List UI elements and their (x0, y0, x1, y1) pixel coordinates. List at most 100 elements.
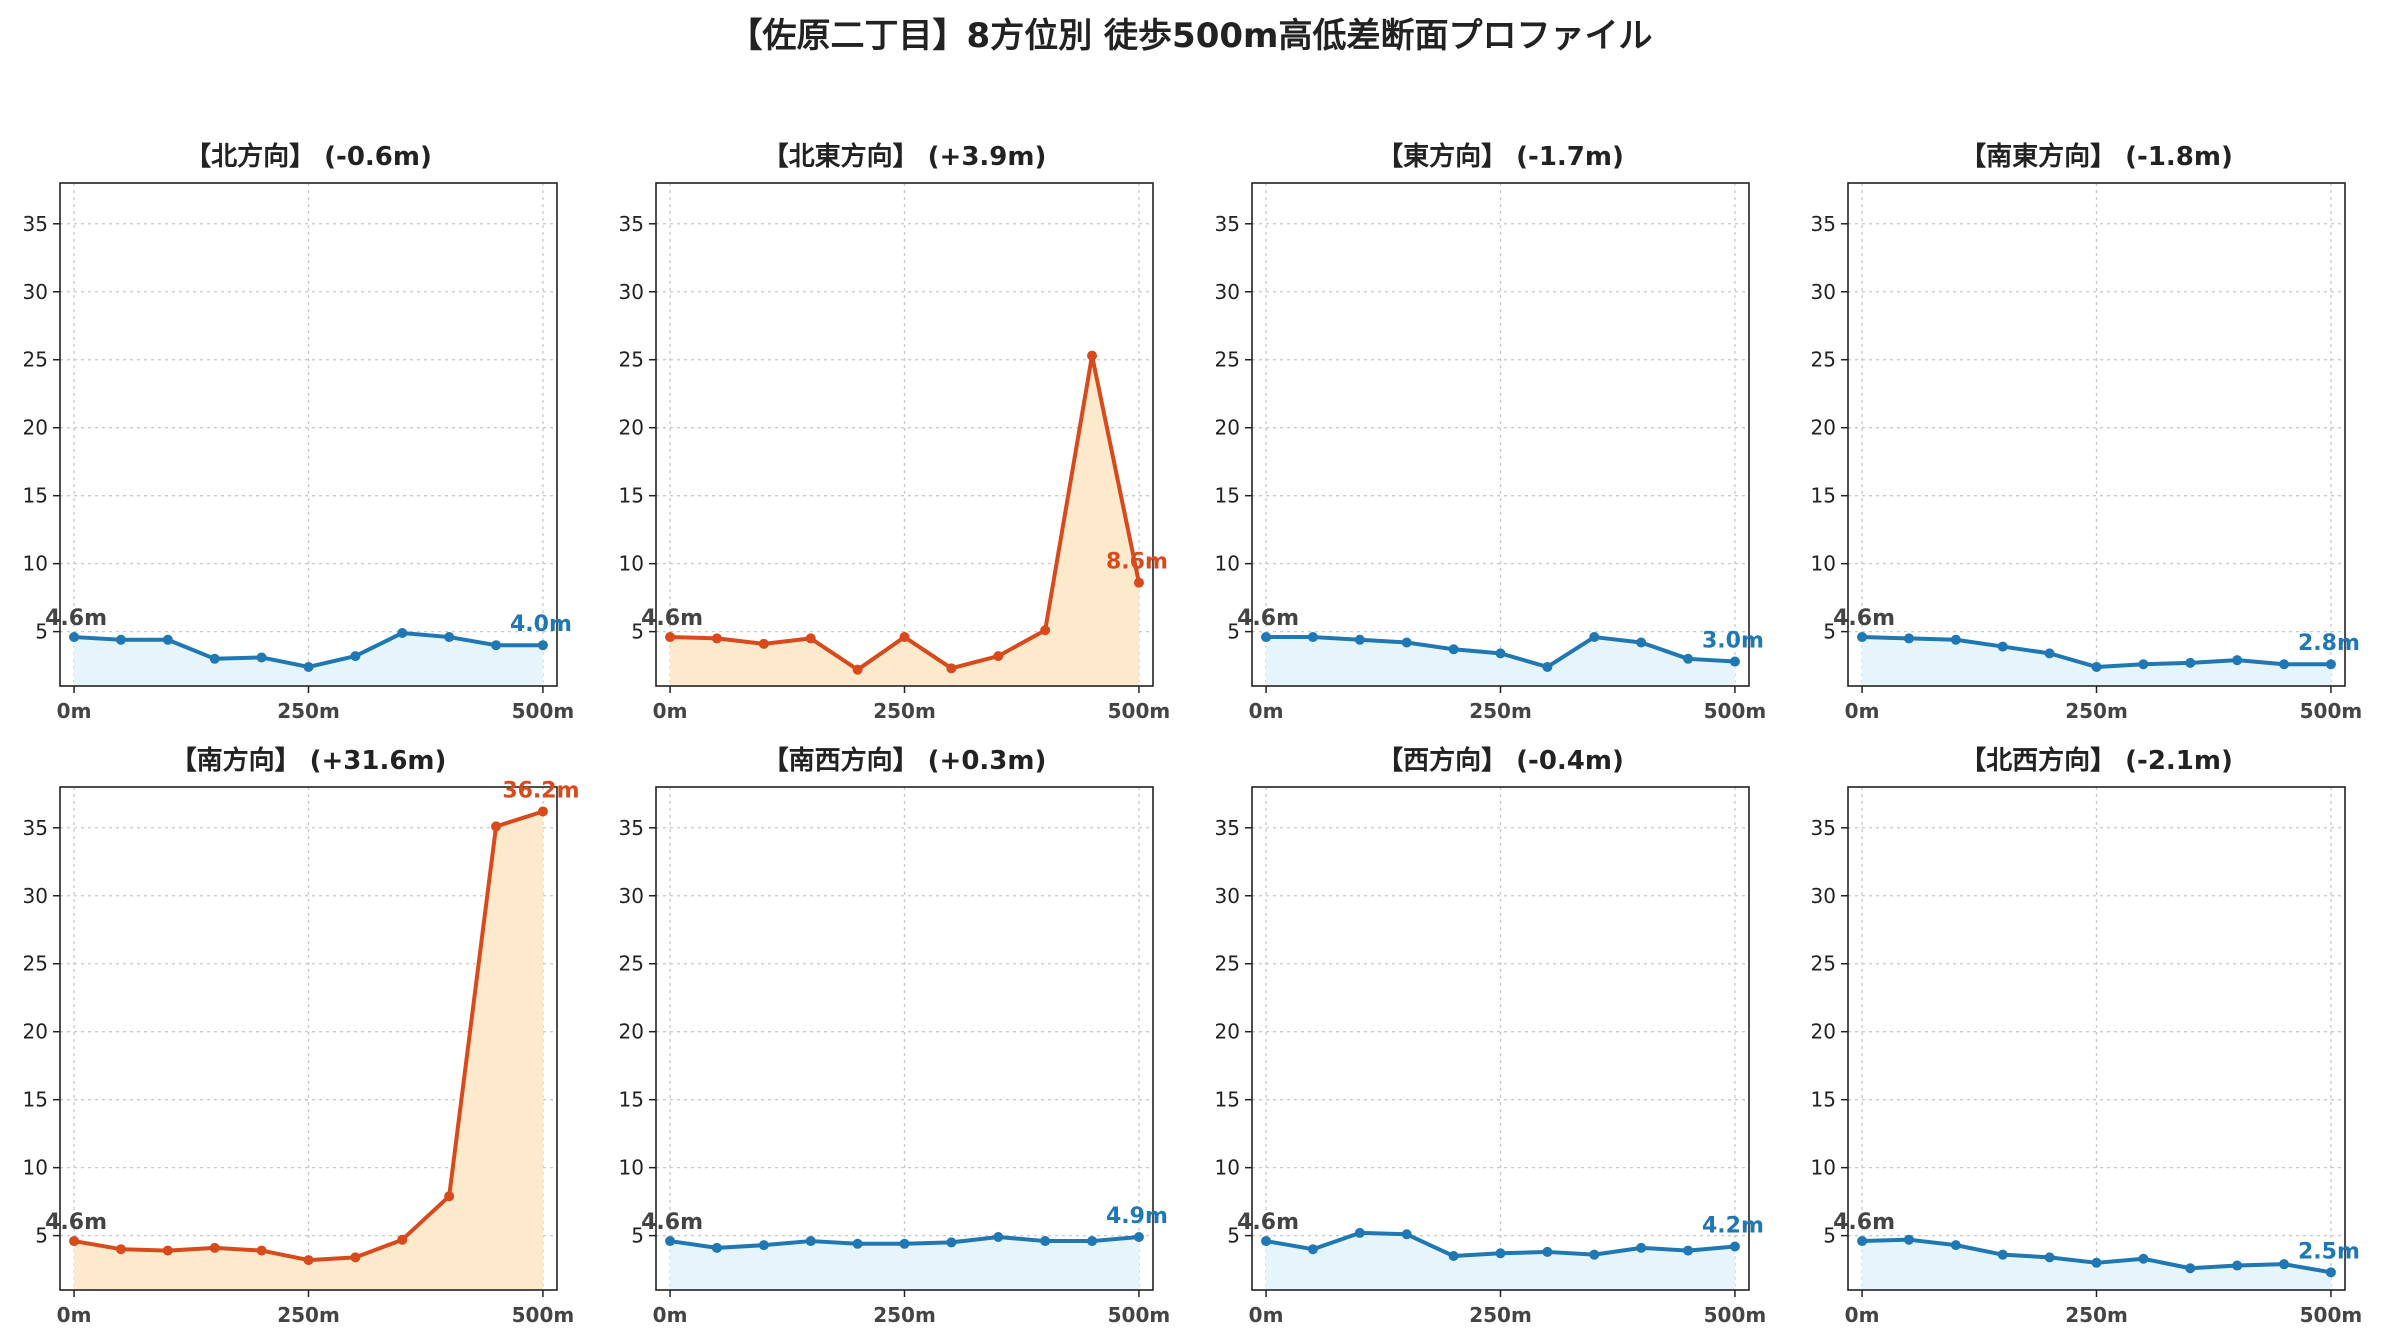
data-point (993, 1231, 1004, 1242)
subplot-title: 【南西方向】 (+0.3m) (763, 745, 1047, 776)
y-tick-label: 20 (1811, 1020, 1836, 1044)
data-point (1997, 1249, 2008, 1260)
y-tick-label: 25 (1811, 952, 1836, 976)
subplot-title: 【南方向】 (+31.6m) (171, 745, 447, 776)
y-tick-label: 10 (619, 1156, 644, 1180)
data-point (2232, 655, 2243, 666)
data-point (1903, 1234, 1914, 1245)
area-fill (670, 355, 1139, 686)
y-tick-label: 5 (35, 620, 48, 644)
y-tick-label: 20 (1215, 1020, 1240, 1044)
data-point (256, 1245, 267, 1256)
data-point (162, 634, 173, 645)
y-tick-label: 25 (619, 348, 644, 372)
data-point (665, 1236, 676, 1247)
data-point (1495, 1248, 1506, 1259)
y-tick-label: 25 (23, 952, 48, 976)
data-point (2325, 659, 2336, 670)
end-value-label: 3.0m (1702, 629, 1764, 654)
start-value-label: 4.6m (1833, 606, 1895, 631)
y-tick-label: 10 (23, 552, 48, 576)
subplot-6: 【南西方向】 (+0.3m) 5 10 15 20 25 30 35 0m 250m 500m 4.6… (619, 745, 1171, 1327)
data-point (711, 633, 722, 644)
start-value-label: 4.6m (45, 1210, 107, 1235)
y-tick-label: 15 (619, 1088, 644, 1112)
y-tick-label: 15 (23, 484, 48, 508)
data-point (1857, 632, 1868, 643)
y-tick-label: 25 (23, 348, 48, 372)
data-point (1133, 1231, 1144, 1242)
data-point (1495, 648, 1506, 659)
subplot-4: 【南東方向】 (-1.8m) 5 10 15 20 25 30 35 0m 250m 500m 4.6… (1811, 141, 2363, 723)
area-fill (1266, 637, 1735, 686)
data-point (1087, 350, 1098, 361)
y-tick-label: 35 (23, 212, 48, 236)
start-value-label: 4.6m (641, 1210, 703, 1235)
x-tick-label: 0m (1249, 699, 1284, 723)
y-tick-label: 15 (23, 1088, 48, 1112)
x-tick-label: 500m (512, 1303, 575, 1327)
start-value-label: 4.6m (641, 606, 703, 631)
y-tick-label: 20 (619, 1020, 644, 1044)
data-point (1729, 1241, 1740, 1252)
data-point (1542, 661, 1553, 672)
x-tick-label: 250m (873, 699, 936, 723)
area-fill (1862, 637, 2331, 686)
data-point (1261, 1236, 1272, 1247)
data-point (805, 1236, 816, 1247)
subplot-3: 【東方向】 (-1.7m) 5 10 15 20 25 30 35 0m 250m 500m 4.6m… (1215, 141, 1767, 723)
data-point (491, 640, 502, 651)
y-tick-label: 5 (1227, 1224, 1240, 1248)
data-point (2232, 1260, 2243, 1271)
data-point (2185, 657, 2196, 668)
data-point (1133, 577, 1144, 588)
y-tick-label: 35 (1811, 816, 1836, 840)
data-point (303, 661, 314, 672)
y-tick-label: 5 (631, 1224, 644, 1248)
data-point (1950, 634, 1961, 645)
y-tick-label: 5 (1823, 1224, 1836, 1248)
data-point (852, 1238, 863, 1249)
x-tick-label: 500m (1704, 1303, 1767, 1327)
data-point (209, 653, 220, 664)
subplot-2: 【北東方向】 (+3.9m) 5 10 15 20 25 30 35 0m 250m 500m 4.6… (619, 141, 1171, 723)
y-tick-label: 35 (1215, 212, 1240, 236)
data-point (2185, 1263, 2196, 1274)
data-point (2138, 659, 2149, 670)
data-point (1636, 637, 1647, 648)
y-tick-label: 10 (1215, 1156, 1240, 1180)
y-tick-label: 30 (23, 884, 48, 908)
y-tick-label: 10 (1811, 1156, 1836, 1180)
data-point (491, 821, 502, 832)
y-tick-label: 15 (1811, 484, 1836, 508)
x-tick-label: 250m (873, 1303, 936, 1327)
end-value-label: 4.0m (510, 612, 572, 637)
start-value-label: 4.6m (1237, 606, 1299, 631)
area-fill (670, 1236, 1139, 1290)
y-tick-label: 20 (23, 416, 48, 440)
data-point (537, 806, 548, 817)
data-point (537, 640, 548, 651)
x-tick-label: 0m (1249, 1303, 1284, 1327)
data-point (1857, 1236, 1868, 1247)
data-point (69, 1236, 80, 1247)
data-point (1354, 634, 1365, 645)
x-tick-label: 500m (2300, 1303, 2363, 1327)
data-point (2044, 1252, 2055, 1263)
data-point (665, 632, 676, 643)
figure-title: 【佐原二丁目】8方位別 徒歩500m高低差断面プロファイル (728, 16, 1653, 56)
y-tick-label: 35 (1215, 816, 1240, 840)
y-tick-label: 30 (1215, 280, 1240, 304)
y-tick-label: 5 (1227, 620, 1240, 644)
y-tick-label: 30 (619, 280, 644, 304)
data-point (2091, 1257, 2102, 1268)
y-tick-label: 35 (619, 816, 644, 840)
x-tick-label: 500m (2300, 699, 2363, 723)
data-point (1401, 637, 1412, 648)
x-tick-label: 250m (2065, 1303, 2128, 1327)
subplot-title: 【北西方向】 (-2.1m) (1960, 745, 2233, 776)
y-tick-label: 10 (1811, 552, 1836, 576)
data-point (115, 634, 126, 645)
data-point (852, 664, 863, 675)
